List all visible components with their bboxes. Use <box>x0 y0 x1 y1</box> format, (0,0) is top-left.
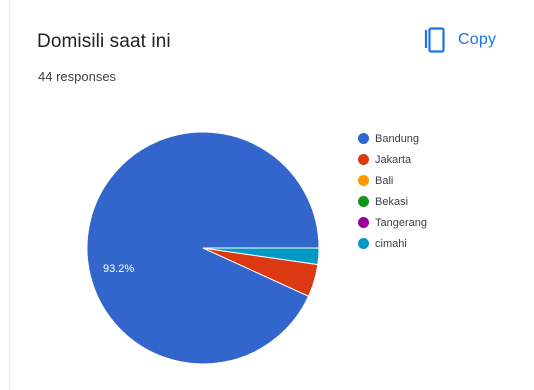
copy-chart-button[interactable]: Copy <box>422 24 496 56</box>
legend-swatch <box>358 133 369 144</box>
legend-item-tangerang: Tangerang <box>358 212 498 233</box>
pie-slice-jakarta <box>202 247 319 297</box>
response-count: 44 responses <box>38 69 117 84</box>
legend-label: Jakarta <box>375 153 412 166</box>
legend-item-bandung: Bandung <box>358 128 498 149</box>
legend-label: Bekasi <box>375 195 409 208</box>
legend-item-jakarta: Jakarta <box>358 149 498 170</box>
legend-label: Bali <box>375 174 394 187</box>
copy-icon <box>424 27 445 53</box>
legend-swatch <box>358 238 369 249</box>
legend-label: cimahi <box>375 237 407 250</box>
pie-slice-cimahi <box>202 247 320 266</box>
legend-item-bali: Bali <box>358 170 498 191</box>
legend-label: Bandung <box>375 132 420 145</box>
chart-legend: Bandung Jakarta Bali Bekasi Tangerang cimahi <box>358 128 498 254</box>
pie-slice-bandung <box>86 131 320 365</box>
pie-data-label-bandung: 93.2% <box>103 263 134 275</box>
card-left-border <box>9 0 10 390</box>
legend-swatch <box>358 154 369 165</box>
legend-item-bekasi: Bekasi <box>358 191 498 212</box>
legend-label: Tangerang <box>375 216 427 229</box>
legend-swatch <box>358 175 369 186</box>
legend-item-cimahi: cimahi <box>358 233 498 254</box>
legend-swatch <box>358 217 369 228</box>
question-title: Domisili saat ini <box>37 31 171 52</box>
copy-label: Copy <box>458 31 497 48</box>
legend-swatch <box>358 196 369 207</box>
